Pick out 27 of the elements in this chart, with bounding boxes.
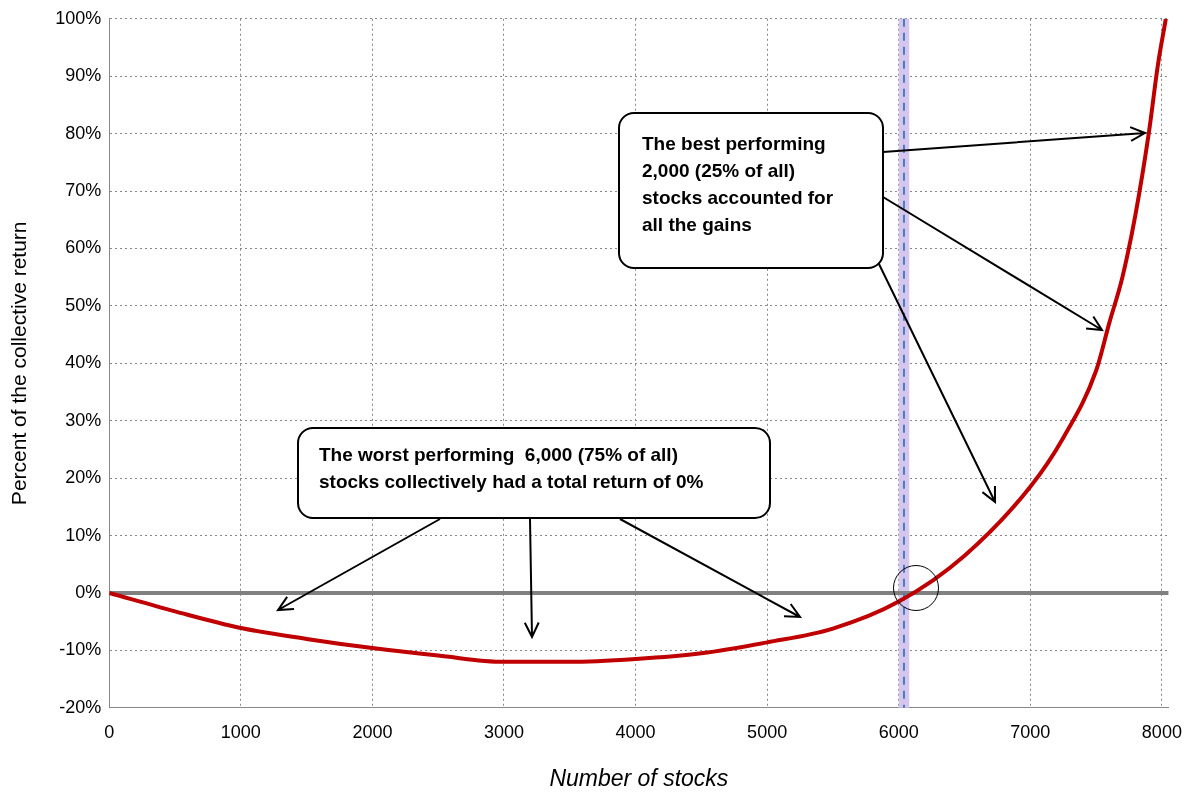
- y-tick-label: 60%: [65, 237, 102, 258]
- x-tick-label: 6000: [878, 721, 919, 742]
- y-tick-label: 100%: [55, 7, 102, 28]
- x-tick-label: 3000: [483, 721, 524, 742]
- y-tick-label: 50%: [65, 294, 102, 315]
- y-tick-label: 20%: [65, 467, 102, 488]
- y-tick-label: -10%: [59, 639, 102, 660]
- x-tick-label: 5000: [747, 721, 788, 742]
- y-tick-label: 30%: [65, 409, 102, 430]
- x-tick-label: 8000: [1141, 721, 1182, 742]
- x-tick-label: 4000: [615, 721, 656, 742]
- x-tick-label: 2000: [352, 721, 393, 742]
- x-axis-title: Number of stocks: [549, 764, 729, 791]
- x-tick-label: 7000: [1010, 721, 1051, 742]
- y-axis-title: Percent of the collective return: [7, 221, 31, 506]
- y-tick-label: 80%: [65, 122, 102, 143]
- y-tick-label: 10%: [65, 524, 102, 545]
- y-tick-label: 40%: [65, 352, 102, 373]
- y-tick-label: 0%: [75, 581, 102, 602]
- callout-box: The best performing 2,000 (25% of all) stocks accounted for all the gains: [618, 112, 884, 269]
- y-tick-label: 90%: [65, 65, 102, 86]
- line-series: [109, 18, 1168, 664]
- y-tick-label: -20%: [59, 696, 102, 717]
- y-tick-label: 70%: [65, 180, 102, 201]
- callout-box: The worst performing 6,000 (75% of all) stocks collectively had a total return of 0%: [297, 427, 771, 519]
- x-tick-label: 1000: [220, 721, 261, 742]
- x-tick-label: 0: [104, 721, 115, 742]
